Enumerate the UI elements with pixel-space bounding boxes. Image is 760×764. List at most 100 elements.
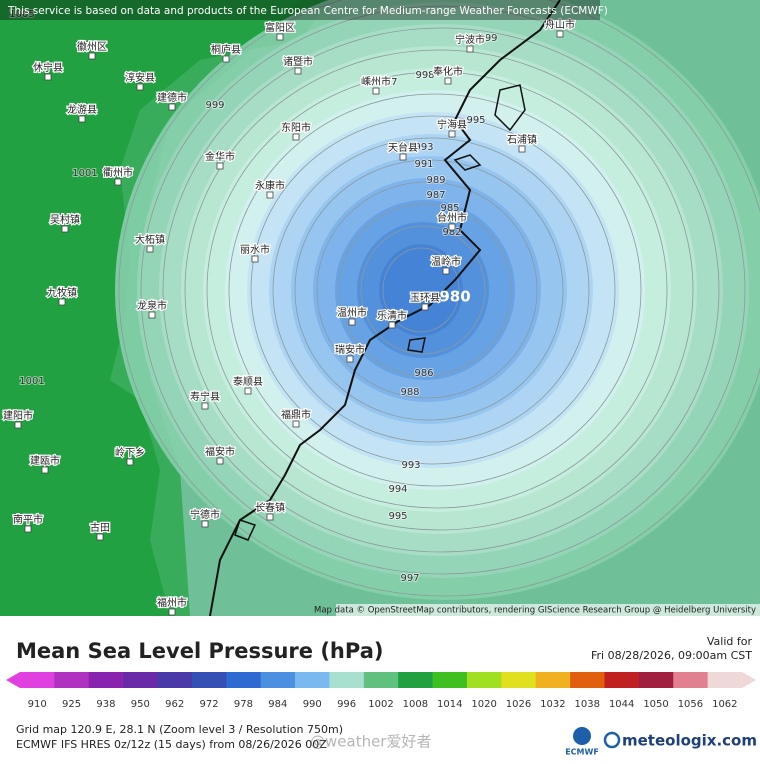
city-marker: [556, 30, 564, 38]
colorbar-swatch: [20, 672, 55, 688]
colorbar-label: 1056: [678, 699, 703, 710]
colorbar-swatch: [535, 672, 571, 688]
isobar: [140, 5, 746, 575]
city-label: 温岭市: [431, 255, 461, 268]
city-marker: [114, 178, 122, 186]
city-label: 泰顺县: [233, 375, 263, 388]
city-marker: [61, 225, 69, 233]
colorbar-swatch: [226, 672, 262, 688]
city-label: 建阳市: [3, 409, 33, 422]
city-marker: [399, 153, 407, 161]
city-marker: [24, 525, 32, 533]
city-label: 宁波市: [455, 33, 485, 46]
colorbar-arrow-right: [742, 672, 756, 688]
isobar-label: 989: [426, 175, 445, 186]
city-label: 龙游县: [67, 103, 97, 116]
colorbar-label: 938: [96, 699, 115, 710]
colorbar-label: 1014: [437, 699, 462, 710]
city-label: 宁德市: [190, 508, 220, 521]
colorbar-swatch: [295, 672, 330, 688]
colorbar-swatch: [363, 672, 399, 688]
city-marker: [276, 33, 284, 41]
city-marker: [244, 387, 252, 395]
isobar-label: 985: [440, 203, 459, 214]
colorbar-swatch: [329, 672, 365, 688]
colorbar-label: 1032: [540, 699, 565, 710]
city-label: 大柘镇: [135, 233, 165, 246]
city-label: 嵊州市: [361, 75, 391, 88]
isobar-label: 997: [400, 573, 419, 584]
city-marker: [148, 311, 156, 319]
colorbar-label: 1020: [471, 699, 496, 710]
colorbar-swatch: [260, 672, 296, 688]
city-marker: [168, 608, 176, 616]
city-label: 衢州市: [103, 166, 133, 179]
city-label: 丽水市: [240, 243, 270, 256]
isobar-label: 999: [205, 100, 224, 111]
city-marker: [421, 303, 429, 311]
city-label: 桐庐县: [211, 43, 241, 56]
city-marker: [96, 533, 104, 541]
footer: Grid map 120.9 E, 28.1 N (Zoom level 3 /…: [16, 723, 757, 757]
colorbar-label: 1062: [712, 699, 737, 710]
city-marker: [266, 513, 274, 521]
pressure-band: [379, 244, 463, 336]
city-label: 福州市: [157, 596, 187, 609]
colorbar-swatch: [638, 672, 674, 688]
colorbar-label: 1002: [368, 699, 393, 710]
legend-title: Mean Sea Level Pressure (hPa): [16, 639, 383, 663]
colorbar-swatch: [398, 672, 434, 688]
isobar-label: 991: [414, 159, 433, 170]
brand-logo: [603, 731, 621, 749]
ecmwf-logo: [573, 727, 591, 745]
isobar-label: 997: [378, 77, 397, 88]
watermark: @weather爱好者: [310, 733, 431, 751]
isobar: [118, 0, 760, 597]
city-label: 龙泉市: [137, 299, 167, 312]
city-marker: [266, 191, 274, 199]
city-label: 吴村镇: [50, 213, 80, 226]
colorbar-label: 925: [62, 699, 81, 710]
city-marker: [146, 245, 154, 253]
city-label: 乐清市: [377, 309, 407, 322]
isobar: [382, 247, 460, 333]
city-marker: [14, 421, 22, 429]
isobar: [228, 93, 642, 487]
isobar-label: 1001: [19, 376, 44, 387]
city-marker: [222, 55, 230, 63]
colorbar-label: 1044: [609, 699, 634, 710]
city-marker: [466, 45, 474, 53]
city-marker: [136, 83, 144, 91]
city-label: 寿宁县: [190, 390, 220, 403]
city-label: 淳安县: [125, 71, 155, 84]
isobar-label: 998: [415, 70, 434, 81]
colorbar-swatch: [432, 672, 468, 688]
colorbar-label: 984: [268, 699, 287, 710]
isobar-label: 982: [442, 227, 461, 238]
isobar: [360, 225, 486, 355]
valid-label: Valid for: [707, 635, 753, 648]
colorbar-label: 978: [234, 699, 253, 710]
city-label: 福鼎市: [281, 408, 311, 421]
city-label: 金华市: [205, 150, 235, 163]
isobar-label: 1005: [9, 9, 34, 20]
colorbar-label: 990: [303, 699, 322, 710]
colorbar-swatch: [501, 672, 537, 688]
city-label: 舟山市: [545, 18, 575, 31]
legend: Mean Sea Level Pressure (hPa) Valid for …: [6, 635, 756, 710]
city-label: 岭下乡: [115, 446, 145, 459]
city-label: 玉环县: [410, 292, 440, 304]
city-marker: [518, 145, 526, 153]
colorbar-label: 950: [131, 699, 150, 710]
isobar: [316, 181, 538, 399]
colorbar-swatch: [570, 672, 605, 688]
city-marker: [448, 130, 456, 138]
isobar: [184, 49, 694, 531]
city-marker: [216, 162, 224, 170]
city-label: 徽州区: [77, 40, 107, 53]
city-marker: [251, 255, 259, 263]
city-label: 奉化市: [433, 65, 463, 78]
city-label: 富阳区: [265, 21, 295, 34]
model-info: ECMWF IFS HRES 0z/12z (15 days) from 08/…: [16, 738, 327, 751]
